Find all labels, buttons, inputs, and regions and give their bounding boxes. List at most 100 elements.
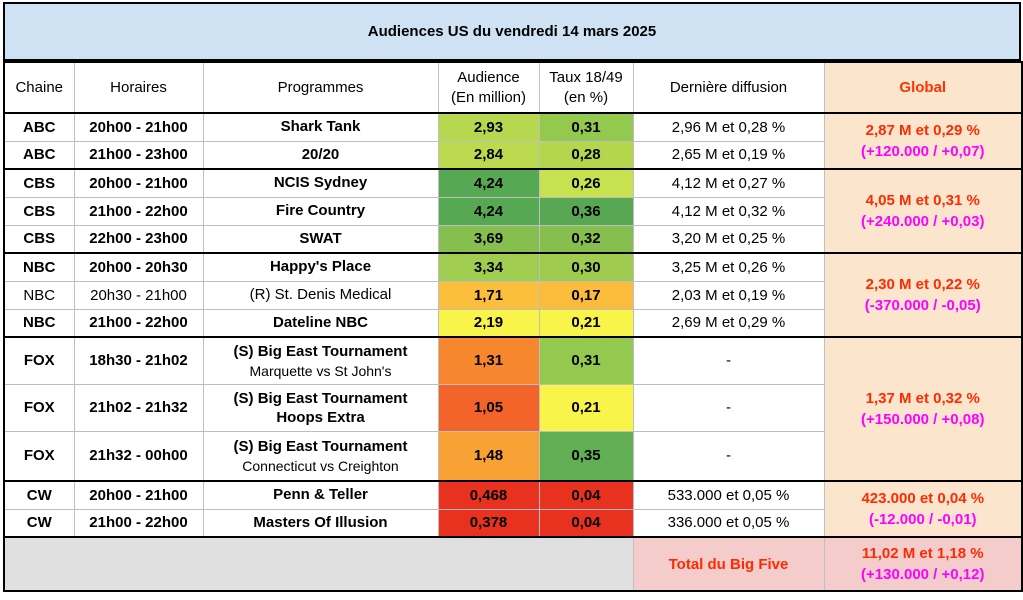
cell-audience: 3,69 (437, 224, 540, 254)
program-title: Masters Of Illusion (253, 513, 388, 531)
cell-chaine: ABC (3, 140, 75, 170)
cell-taux: 0,31 (538, 112, 634, 142)
cell-audience: 2,84 (437, 140, 540, 170)
program-title: (S) Big East Tournament (233, 342, 408, 360)
cell-chaine: FOX (3, 383, 75, 432)
cell-audience: 1,05 (437, 383, 540, 432)
program-title: (R) St. Denis Medical (249, 286, 392, 303)
page-title: Audiences US du vendredi 14 mars 2025 (3, 2, 1021, 61)
table-row: CW 21h00 - 22h00 Masters Of Illusion 0,378 0… (3, 508, 1022, 538)
cell-taux: 0,21 (538, 383, 634, 432)
global-audience: 1,37 M et 0,32 % (865, 390, 980, 407)
global-delta: (+240.000 / +0,03) (861, 213, 985, 230)
cell-derniere-diffusion: 3,25 M et 0,26 % (632, 252, 825, 282)
table-row: ABC 20h00 - 21h00 Shark Tank 2,93 0,31 2,96 M… (3, 112, 1023, 170)
global-delta: (+120.000 / +0,07) (861, 143, 985, 160)
cell-taux: 0,31 (538, 336, 634, 385)
cell-horaires: 21h02 - 21h32 (73, 383, 204, 432)
program-subtitle: Connecticut vs Creighton (242, 457, 399, 474)
header-row: Chaine Horaires Programmes Audience (En … (3, 61, 1023, 114)
cell-audience: 1,48 (437, 430, 540, 482)
header-audience-line2: (En million) (450, 88, 526, 106)
cell-chaine: CBS (3, 196, 75, 226)
cell-chaine: NBC (3, 252, 75, 282)
global-delta: (+150.000 / +0,08) (861, 411, 985, 428)
table-row: FOX 21h02 - 21h32 (S) Big East Tournament H… (3, 383, 1022, 432)
cell-derniere-diffusion: 533.000 et 0,05 % (632, 480, 825, 510)
header-audience: Audience (En million) (437, 61, 540, 114)
program-title: Happy's Place (269, 258, 372, 276)
cell-derniere-diffusion: 336.000 et 0,05 % (632, 508, 825, 538)
program-title: Fire Country (275, 202, 366, 219)
table-row: NBC 20h00 - 20h30 Happy's Place 3,34 0,30 3,2… (3, 252, 1023, 338)
global-audience: 2,30 M et 0,22 % (865, 276, 980, 293)
cell-derniere-diffusion: 2,96 M et 0,28 % (632, 112, 825, 142)
table-row: CBS 22h00 - 23h00 SWAT 3,69 0,32 3,20 M et 0,… (3, 224, 1022, 254)
cell-chaine: CW (3, 508, 75, 538)
footer-total-label: Total du Big Five (632, 536, 825, 592)
program-title: SWAT (299, 229, 342, 247)
cell-programme: Shark Tank (202, 112, 439, 142)
cell-programme: 20/20 (202, 140, 439, 170)
cell-taux: 0,32 (538, 224, 634, 254)
cell-audience: 2,93 (437, 112, 540, 142)
cell-taux: 0,17 (538, 280, 634, 310)
cell-audience: 4,24 (437, 196, 540, 226)
cell-taux: 0,35 (538, 430, 634, 482)
cell-programme: (S) Big East Tournament Marquette vs St J… (202, 336, 439, 385)
global-delta: (-370.000 / -0,05) (864, 297, 981, 314)
table-row: ABC 21h00 - 23h00 20/20 2,84 0,28 2,65 M et 0… (3, 140, 1022, 170)
cell-taux: 0,26 (538, 168, 634, 198)
cell-programme: Penn & Teller (202, 480, 439, 510)
cell-global-abc: 2,87 M et 0,29 % (+120.000 / +0,07) (823, 112, 1023, 170)
cell-programme: (R) St. Denis Medical (202, 280, 439, 310)
cell-audience: 3,34 (437, 252, 540, 282)
cell-horaires: 20h30 - 21h00 (73, 280, 204, 310)
cell-taux: 0,28 (538, 140, 634, 170)
cell-global-cbs: 4,05 M et 0,31 % (+240.000 / +0,03) (823, 168, 1023, 254)
cell-derniere-diffusion: 3,20 M et 0,25 % (632, 224, 825, 254)
cell-horaires: 18h30 - 21h02 (73, 336, 204, 385)
cell-chaine: CBS (3, 168, 75, 198)
cell-programme: Masters Of Illusion (202, 508, 439, 538)
cell-horaires: 21h00 - 22h00 (73, 308, 204, 338)
program-subtitle: Marquette vs St John's (249, 362, 392, 379)
program-title: 20/20 (301, 145, 340, 163)
cell-derniere-diffusion: - (632, 383, 825, 432)
cell-horaires: 20h00 - 21h00 (73, 480, 204, 510)
cell-programme: SWAT (202, 224, 439, 254)
global-audience: 423.000 et 0,04 % (861, 490, 985, 507)
header-chaine: Chaine (3, 61, 75, 114)
program-title: (S) Big East Tournament (233, 389, 408, 407)
cell-horaires: 20h00 - 21h00 (73, 168, 204, 198)
cell-audience: 0,468 (437, 480, 540, 510)
program-title: (S) Big East Tournament (233, 437, 408, 455)
cell-horaires: 21h00 - 22h00 (73, 508, 204, 538)
cell-derniere-diffusion: 2,65 M et 0,19 % (632, 140, 825, 170)
cell-audience: 4,24 (437, 168, 540, 198)
table-row: CBS 20h00 - 21h00 NCIS Sydney 4,24 0,26 4,12 … (3, 168, 1023, 254)
header-programmes: Programmes (202, 61, 439, 114)
cell-taux: 0,21 (538, 308, 634, 338)
program-title: Shark Tank (280, 118, 361, 136)
program-title: NCIS Sydney (273, 174, 368, 192)
table-row: CW 20h00 - 21h00 Penn & Teller 0,468 0,04 533… (3, 480, 1023, 538)
cell-chaine: NBC (3, 308, 75, 338)
global-audience: 4,05 M et 0,31 % (865, 192, 980, 209)
total-audience: 11,02 M et 1,18 % (861, 545, 984, 562)
cell-horaires: 20h00 - 20h30 (73, 252, 204, 282)
cell-chaine: NBC (3, 280, 75, 310)
cell-chaine: CW (3, 480, 75, 510)
cell-programme: (S) Big East Tournament Connecticut vs Cr… (202, 430, 439, 482)
cell-horaires: 21h32 - 00h00 (73, 430, 204, 482)
cell-programme: Happy's Place (202, 252, 439, 282)
cell-taux: 0,36 (538, 196, 634, 226)
cell-derniere-diffusion: 2,69 M et 0,29 % (632, 308, 825, 338)
cell-programme: Dateline NBC (202, 308, 439, 338)
header-derniere: Dernière diffusion (632, 61, 825, 114)
cell-audience: 1,71 (437, 280, 540, 310)
cell-taux: 0,04 (538, 480, 634, 510)
header-audience-line1: Audience (457, 68, 520, 86)
global-delta: (-12.000 / -0,01) (868, 511, 977, 528)
cell-programme: (S) Big East Tournament Hoops Extra (202, 383, 439, 432)
